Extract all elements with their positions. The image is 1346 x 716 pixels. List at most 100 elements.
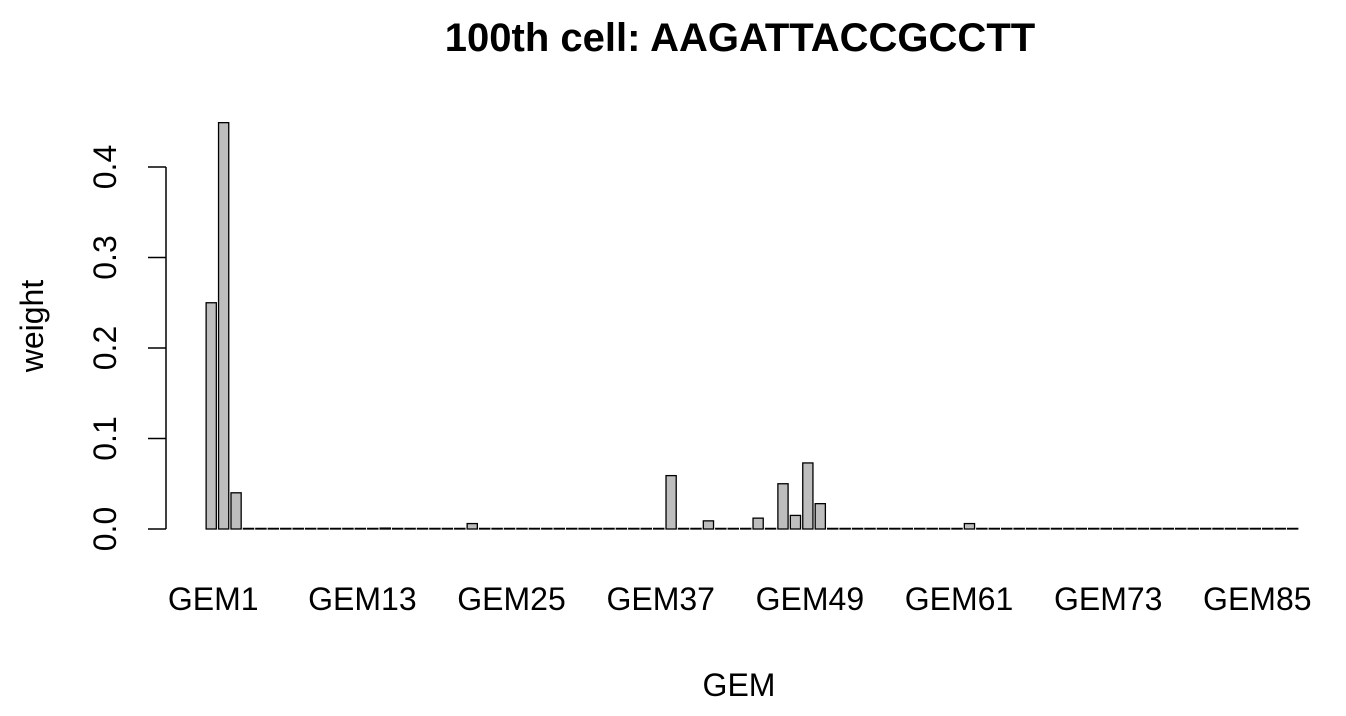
bar-gem49 <box>802 462 814 530</box>
bar-gem42 <box>715 527 727 530</box>
x-tick-label: GEM85 <box>1203 581 1311 617</box>
x-tick-label: GEM73 <box>1054 581 1162 617</box>
bar-gem73 <box>1100 527 1112 530</box>
bar-gem79 <box>1175 527 1187 530</box>
bar-gem86 <box>1262 527 1274 530</box>
bar-gem53 <box>851 527 864 530</box>
y-tick-label: 0.2 <box>87 326 123 370</box>
bar-gem83 <box>1224 527 1237 530</box>
bar-gem55 <box>876 527 889 530</box>
bar-gem17 <box>404 527 416 530</box>
bar-gem40 <box>690 527 702 530</box>
x-tick-labels: GEM1 GEM13 GEM25 GEM37 GEM49 GEM61 GEM73 GEM85 <box>168 581 1312 617</box>
x-tick-label: GEM49 <box>756 581 864 617</box>
bar-gem67 <box>1025 527 1038 530</box>
bar-gem45 <box>752 517 764 530</box>
bar-gem27 <box>528 527 541 530</box>
bar-gem18 <box>416 527 429 530</box>
bar-gem38 <box>665 474 677 530</box>
bar-gem19 <box>429 527 441 530</box>
bar-gem33 <box>603 527 615 530</box>
bar-gem25 <box>503 527 516 530</box>
bar-gem14 <box>367 527 379 530</box>
bar-gem20 <box>441 527 454 530</box>
bar-gem63 <box>976 527 988 530</box>
bar-gem3 <box>230 492 242 530</box>
chart-title: 100th cell: AAGATTACCGCCTT <box>445 16 1035 60</box>
bar-gem31 <box>578 527 590 530</box>
x-tick-label: GEM13 <box>308 581 416 617</box>
bar-gem88 <box>1286 527 1299 530</box>
bar-gem51 <box>826 527 839 530</box>
bar-gem62 <box>963 522 976 530</box>
bar-gem74 <box>1112 527 1125 530</box>
bar-gem11 <box>329 527 342 530</box>
bar-gem47 <box>777 483 789 530</box>
bar-gem41 <box>702 520 715 530</box>
x-tick-label: GEM1 <box>168 581 259 617</box>
bar-gem23 <box>478 527 491 530</box>
bars <box>205 122 1299 530</box>
y-tick-label: 0.0 <box>87 507 123 551</box>
x-axis-label: GEM <box>703 667 776 703</box>
bar-gem10 <box>317 527 329 530</box>
x-tick-label: GEM61 <box>905 581 1013 617</box>
bar-gem28 <box>541 527 553 530</box>
bar-gem32 <box>590 527 603 530</box>
bar-gem77 <box>1150 527 1162 530</box>
bar-gem58 <box>913 527 926 530</box>
bar-gem59 <box>926 527 938 530</box>
bar-gem72 <box>1087 527 1100 530</box>
bar-gem78 <box>1162 527 1175 530</box>
bar-gem48 <box>789 514 802 530</box>
bar-gem13 <box>354 527 367 530</box>
bar-gem75 <box>1125 527 1137 530</box>
y-axis: 0.0 0.1 0.2 0.3 0.4 <box>87 145 167 551</box>
bar-gem21 <box>454 527 466 530</box>
bar-gem34 <box>615 527 628 530</box>
bar-gem22 <box>466 522 478 530</box>
bar-gem52 <box>839 527 851 530</box>
bar-gem37 <box>652 527 665 530</box>
bar-gem26 <box>516 527 528 530</box>
bar-gem30 <box>565 527 578 530</box>
bar-gem46 <box>764 527 777 530</box>
bar-gem66 <box>1013 527 1025 530</box>
bar-gem50 <box>814 503 827 530</box>
bar-gem4 <box>242 527 255 530</box>
y-tick-label: 0.4 <box>87 145 123 189</box>
bar-gem16 <box>391 527 404 530</box>
bar-gem84 <box>1237 527 1249 530</box>
bar-gem64 <box>988 527 1001 530</box>
y-axis-label: weight <box>14 280 50 374</box>
bar-gem81 <box>1199 527 1212 530</box>
bar-gem35 <box>628 527 640 530</box>
bar-gem15 <box>379 527 391 530</box>
y-tick-label: 0.1 <box>87 416 123 460</box>
bar-gem85 <box>1249 527 1262 530</box>
bar-gem56 <box>889 527 901 530</box>
x-tick-label: GEM25 <box>457 581 565 617</box>
bar-gem69 <box>1050 527 1063 530</box>
bar-gem9 <box>304 527 317 530</box>
bar-gem36 <box>640 527 653 530</box>
bar-gem2 <box>217 122 230 530</box>
bar-gem82 <box>1212 527 1224 530</box>
bar-gem60 <box>938 527 951 530</box>
bar-gem5 <box>255 527 267 530</box>
bar-gem57 <box>901 527 914 530</box>
bar-gem70 <box>1063 527 1075 530</box>
bar-gem1 <box>205 302 217 530</box>
bar-gem65 <box>1000 527 1013 530</box>
bar-gem61 <box>951 527 963 530</box>
bar-gem87 <box>1274 527 1286 530</box>
bar-gem71 <box>1075 527 1088 530</box>
bar-gem68 <box>1038 527 1050 530</box>
bar-gem6 <box>267 527 280 530</box>
bar-gem12 <box>342 527 354 530</box>
bar-gem44 <box>739 527 752 530</box>
x-tick-label: GEM37 <box>606 581 714 617</box>
y-tick-label: 0.3 <box>87 235 123 279</box>
bar-gem43 <box>727 527 740 530</box>
